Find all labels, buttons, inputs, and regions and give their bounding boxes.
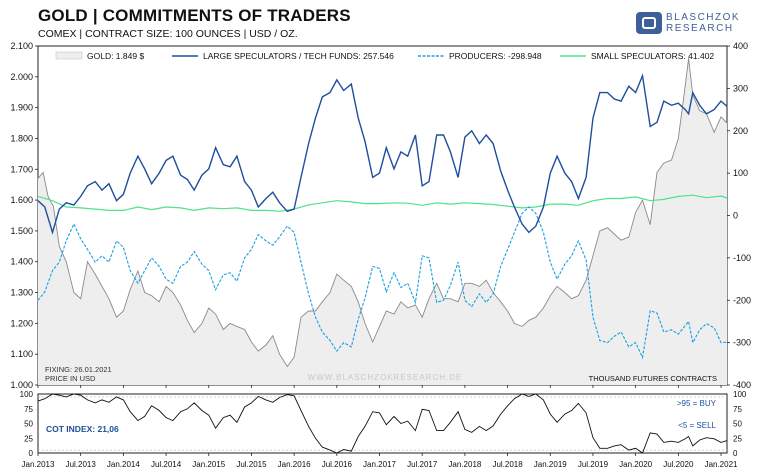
large-speculators-line xyxy=(37,73,728,235)
legend-label: SMALL SPECULATORS: 41.402 xyxy=(591,51,714,61)
x-tick-label: Jan.2018 xyxy=(448,460,481,469)
logo-icon xyxy=(636,12,662,34)
x-tick-label: Jan.2020 xyxy=(619,460,652,469)
x-tick-label: Jan.2014 xyxy=(107,460,140,469)
small-speculators-line xyxy=(37,194,728,212)
x-tick-label: Jul.2020 xyxy=(663,460,694,469)
chart-subtitle: COMEX | CONTRACT SIZE: 100 OUNCES | USD … xyxy=(38,28,298,40)
gold-area xyxy=(38,58,727,386)
cot-index-label: COT INDEX: 21,06 xyxy=(46,424,119,434)
chart-title: GOLD | COMMITMENTS OF TRADERS xyxy=(38,6,351,25)
y-left-tick-label: 1.200 xyxy=(10,318,33,328)
x-tick-label: Jul.2017 xyxy=(407,460,438,469)
x-tick-label: Jan.2015 xyxy=(192,460,225,469)
x-tick-label: Jan.2013 xyxy=(22,460,55,469)
legend-label: LARGE SPECULATORS / TECH FUNDS: 257.546 xyxy=(203,51,394,61)
x-tick-label: Jan.2021 xyxy=(705,460,738,469)
x-tick-label: Jan.2019 xyxy=(534,460,567,469)
producers-line xyxy=(37,206,728,360)
cot-index-line xyxy=(37,393,728,454)
gold-line xyxy=(37,58,728,368)
y-right-tick-label: 0 xyxy=(733,211,738,221)
y-left-tick-label: 1.600 xyxy=(10,195,33,205)
y-right-tick-label: 200 xyxy=(733,126,748,136)
y-right-tick-label: 100 xyxy=(733,168,748,178)
cot-y-right-label: 50 xyxy=(733,420,742,429)
cot-y-left-label: 100 xyxy=(20,390,34,399)
cot-y-right-label: 75 xyxy=(733,405,742,414)
right-axis-unit-note: THOUSAND FUTURES CONTRACTS xyxy=(589,374,717,383)
cot-y-left-label: 75 xyxy=(24,405,33,414)
y-left-tick-label: 1.700 xyxy=(10,164,33,174)
y-right-tick-label: -100 xyxy=(733,253,751,263)
x-tick-label: Jul.2015 xyxy=(236,460,267,469)
y-right-tick-label: 300 xyxy=(733,83,748,93)
x-tick-label: Jul.2016 xyxy=(322,460,353,469)
price-unit-note: PRICE IN USD xyxy=(45,374,96,383)
y-left-tick-label: 1.300 xyxy=(10,288,33,298)
y-left-tick-label: 2.000 xyxy=(10,72,33,82)
x-tick-label: Jan.2016 xyxy=(278,460,311,469)
cot-y-left-label: 0 xyxy=(29,449,34,458)
x-tick-label: Jan.2017 xyxy=(363,460,396,469)
y-right-tick-label: 400 xyxy=(733,41,748,51)
legend-label: GOLD: 1.849 $ xyxy=(87,51,144,61)
legend-gold-swatch xyxy=(55,51,83,60)
cot-y-right-label: 25 xyxy=(733,434,742,443)
y-left-tick-label: 1.800 xyxy=(10,133,33,143)
y-right-tick-label: -300 xyxy=(733,338,751,348)
cot-y-left-label: 50 xyxy=(24,420,33,429)
x-tick-label: Jul.2014 xyxy=(151,460,182,469)
cot-y-right-label: 100 xyxy=(733,390,747,399)
fixing-note: FIXING: 26.01.2021 xyxy=(45,365,112,374)
y-left-tick-label: 1.400 xyxy=(10,257,33,267)
logo-line1: BLASCHZOK xyxy=(666,12,741,23)
buy-label: >95 = BUY xyxy=(677,399,717,408)
x-tick-label: Jul.2013 xyxy=(66,460,97,469)
y-left-tick-label: 1.100 xyxy=(10,349,33,359)
y-left-tick-label: 1.900 xyxy=(10,103,33,113)
logo-text: BLASCHZOK RESEARCH xyxy=(666,12,740,34)
y-right-tick-label: -400 xyxy=(733,380,751,390)
logo-line2: RESEARCH xyxy=(666,23,734,34)
blaschzok-logo: BLASCHZOK RESEARCH xyxy=(636,10,764,40)
y-left-tick-label: 2.100 xyxy=(10,41,33,51)
cot-index-frame xyxy=(37,393,728,454)
cot-y-left-label: 25 xyxy=(24,434,33,443)
cot-y-right-label: 0 xyxy=(733,449,738,458)
watermark: WWW.BLASCHZOKRESEARCH.DE xyxy=(308,373,463,382)
x-tick-label: Jul.2018 xyxy=(492,460,523,469)
x-tick-label: Jul.2019 xyxy=(578,460,609,469)
legend-label: PRODUCERS: -298.948 xyxy=(449,51,542,61)
sell-label: <5 = SELL xyxy=(678,421,716,430)
y-left-tick-label: 1.000 xyxy=(10,380,33,390)
y-right-tick-label: -200 xyxy=(733,295,751,305)
y-left-tick-label: 1.500 xyxy=(10,226,33,236)
